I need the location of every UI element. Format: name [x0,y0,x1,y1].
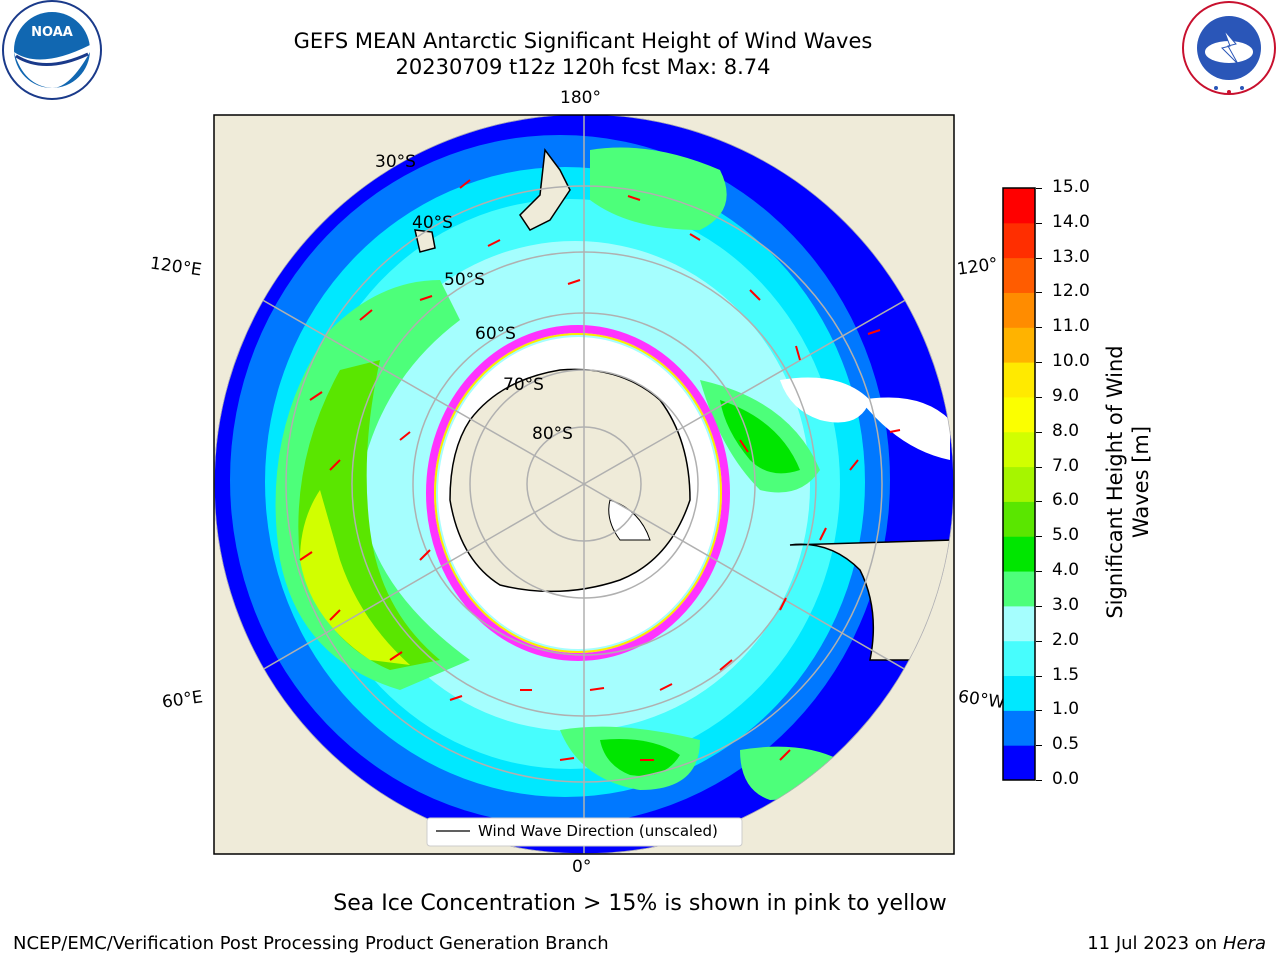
colorbar [1002,187,1036,781]
antarctica-land [449,368,691,593]
colorbar-tick-label: 13.0 [1052,246,1090,267]
colorbar-tick-label: 8.0 [1052,420,1080,441]
legend-label: Wind Wave Direction (unscaled) [478,822,718,840]
colorbar-tick-mark [1036,710,1042,712]
colorbar-segment [1003,571,1035,607]
colorbar-tick-mark [1036,188,1042,189]
south-america-land [789,539,954,661]
noaa-logo: NOAA [2,0,102,100]
colorbar-tick-mark [1036,362,1042,364]
colorbar-segment [1003,362,1035,398]
colorbar-label: Significant Height of Wind Waves [m] [1103,345,1153,619]
colorbar-tick-mark [1036,501,1042,503]
machine-name: Hera [1222,933,1266,954]
colorbar-segment [1003,292,1035,328]
longitude-grid [214,115,954,854]
colorbar-tick-label: 0.0 [1052,769,1080,789]
colorbar-segment [1003,640,1035,677]
colorbar-tick-mark [1036,780,1042,781]
date-caption: 11 Jul 2023 on Hera [1087,933,1266,954]
lat-label-60s: 60°S [475,324,516,344]
colorbar-tick-mark [1036,640,1042,642]
colorbar-tick-mark [1036,396,1042,398]
colorbar-segment [1003,257,1035,293]
map-legend [426,817,743,847]
colorbar-tick-mark [1036,571,1042,573]
chart-subtitle: 20230709 t12z 120h fcst Max: 8.74 [395,55,771,79]
colorbar-tick-label: 0.5 [1052,734,1080,755]
colorbar-segment [1003,466,1035,502]
map-frame [213,114,955,855]
colorbar-tick-label: 6.0 [1052,490,1080,511]
colorbar-tick-label: 11.0 [1052,316,1090,337]
colorbar-segment [1003,675,1035,711]
sea-ice-edge [426,325,730,661]
colorbar-segment [1003,188,1035,224]
colorbar-tick-mark [1036,292,1042,294]
lat-label-50s: 50°S [444,270,485,290]
colorbar-segment [1003,222,1035,259]
colorbar-tick-mark [1036,536,1042,538]
nws-logo [1182,1,1276,95]
wind-arrows [299,179,901,761]
colorbar-tick-label: 1.5 [1052,664,1080,685]
colorbar-segment [1003,501,1035,537]
colorbar-segment [1003,605,1035,642]
colorbar-segment [1003,745,1035,781]
new-zealand-land [519,148,571,231]
colorbar-segment [1003,431,1035,468]
colorbar-tick-mark [1036,605,1042,607]
colorbar-tick-label: 10.0 [1052,351,1090,372]
lat-label-80s: 80°S [532,424,573,444]
colorbar-segment [1003,536,1035,572]
colorbar-tick-label: 14.0 [1052,211,1090,232]
colorbar-tick-label: 15.0 [1052,177,1090,197]
date-text: 11 Jul 2023 on [1087,933,1223,954]
colorbar-tick-label: 7.0 [1052,455,1080,476]
colorbar-tick-label: 4.0 [1052,560,1080,581]
sea-ice-caption: Sea Ice Concentration > 15% is shown in … [333,891,947,916]
colorbar-tick-label: 1.0 [1052,699,1080,720]
colorbar-tick-mark [1036,675,1042,677]
colorbar-tick-label: 5.0 [1052,525,1080,546]
colorbar-tick-mark [1036,327,1042,329]
colorbar-segment [1003,710,1035,746]
lon-label-180: 180° [560,88,601,108]
noaa-logo-text: NOAA [31,25,73,40]
colorbar-tick-mark [1036,222,1042,224]
colorbar-tick-mark [1036,431,1042,433]
lat-label-70s: 70°S [503,375,544,395]
colorbar-tick-label: 2.0 [1052,629,1080,650]
credit-caption: NCEP/EMC/Verification Post Processing Pr… [13,933,609,954]
colorbar-tick-label: 12.0 [1052,281,1090,302]
lat-label-40s: 40°S [412,213,453,233]
colorbar-segment [1003,396,1035,433]
colorbar-tick-label: 9.0 [1052,385,1080,406]
lat-label-30s: 30°S [375,152,416,172]
colorbar-tick-mark [1036,466,1042,468]
colorbar-tick-mark [1036,745,1042,747]
colorbar-segment [1003,327,1035,363]
colorbar-tick-label: 3.0 [1052,594,1080,615]
chart-title: GEFS MEAN Antarctic Significant Height o… [293,29,873,53]
colorbar-tick-mark [1036,257,1042,259]
lon-label-0: 0° [572,857,592,877]
